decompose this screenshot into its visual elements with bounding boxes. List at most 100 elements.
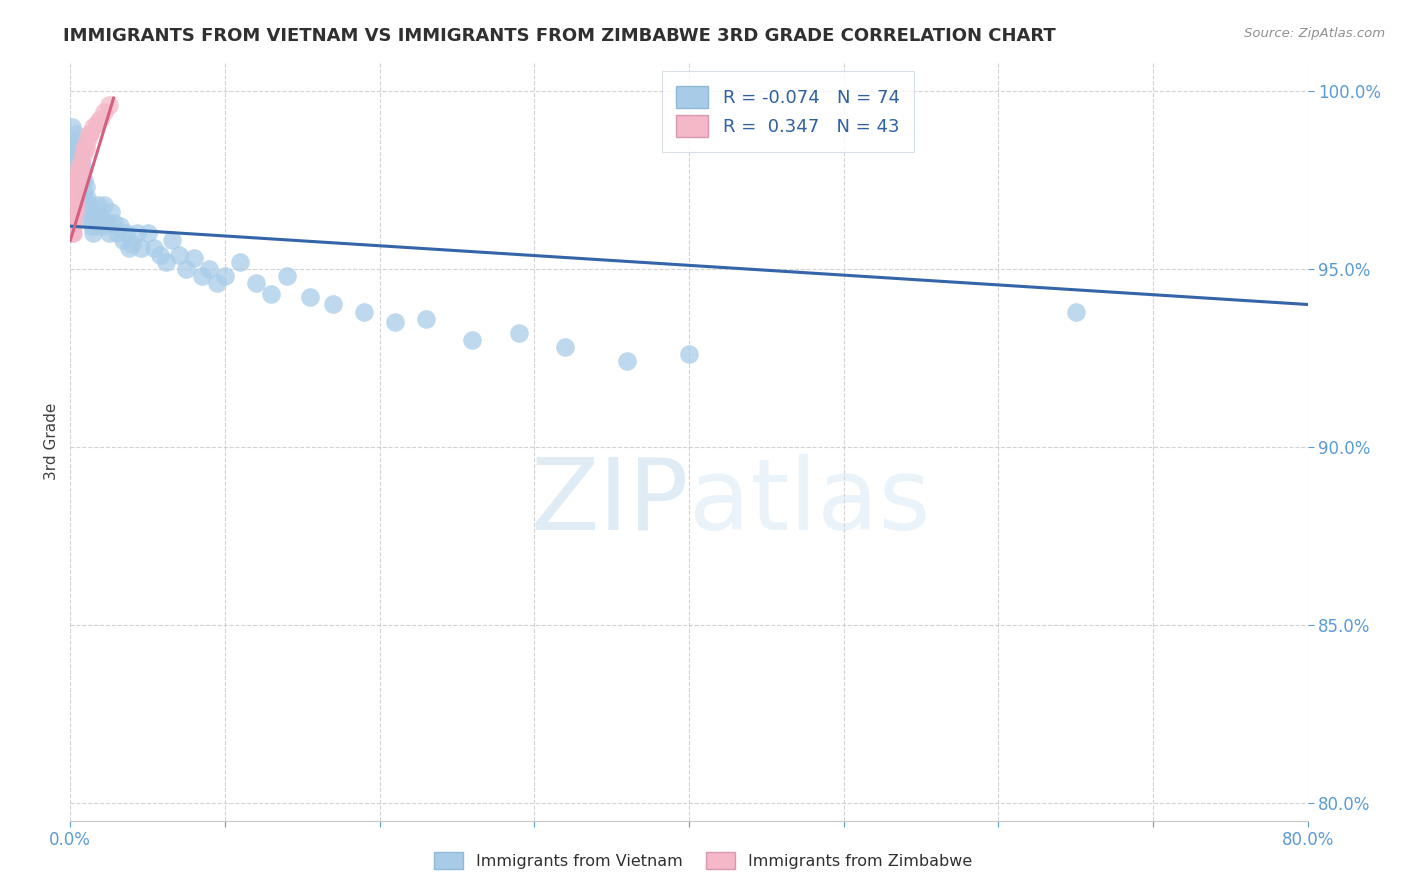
Point [89,112,111,127]
Point [63,198,86,212]
Point [276,268,298,283]
Point [65,134,87,148]
Point [103,216,125,230]
Point [70,155,93,169]
Point [60,120,83,134]
Point [461,333,484,347]
Point [75,180,97,194]
Point [108,219,131,234]
Point [86,116,108,130]
Point [72,148,94,162]
Point [67,173,90,187]
Point [77,127,100,141]
Point [245,276,267,290]
Point [96,216,118,230]
Point [63,205,86,219]
Point [63,159,86,173]
Point [60,194,83,209]
Point [105,227,128,241]
Point [63,127,86,141]
Point [65,187,87,202]
Point [69,162,91,177]
Point [60,227,83,241]
Point [149,247,172,261]
Point [93,105,115,120]
Point [1064,304,1087,318]
Point [63,184,86,198]
Point [73,141,96,155]
Text: Source: ZipAtlas.com: Source: ZipAtlas.com [1244,27,1385,40]
Point [162,234,184,248]
Point [229,254,252,268]
Point [82,120,105,134]
Legend: Immigrants from Vietnam, Immigrants from Zimbabwe: Immigrants from Vietnam, Immigrants from… [427,846,979,875]
Point [86,219,108,234]
Point [118,241,141,255]
Point [75,202,97,216]
Point [62,198,84,212]
Point [167,247,190,261]
Point [63,141,86,155]
Point [69,169,91,184]
Text: IMMIGRANTS FROM VIETNAM VS IMMIGRANTS FROM ZIMBABWE 3RD GRADE CORRELATION CHART: IMMIGRANTS FROM VIETNAM VS IMMIGRANTS FR… [63,27,1056,45]
Point [84,209,107,223]
Point [62,212,84,227]
Point [93,198,115,212]
Point [76,191,98,205]
Point [554,340,576,354]
Point [60,173,83,187]
Point [131,241,153,255]
Point [214,268,236,283]
Point [79,209,101,223]
Point [79,127,101,141]
Point [89,216,111,230]
Point [70,173,93,187]
Point [100,205,122,219]
Point [174,261,197,276]
Point [207,276,229,290]
Legend: R = -0.074   N = 74, R =  0.347   N = 43: R = -0.074 N = 74, R = 0.347 N = 43 [661,71,914,152]
Point [384,315,406,329]
Point [75,141,97,155]
Point [67,155,90,169]
Point [121,237,143,252]
Point [67,169,90,184]
Point [616,354,638,368]
Point [90,209,112,223]
Point [508,326,530,340]
Point [62,191,84,205]
Point [415,311,437,326]
Point [62,184,84,198]
Point [70,162,93,177]
Point [77,198,100,212]
Point [70,155,93,169]
Point [76,134,98,148]
Point [60,209,83,223]
Point [65,180,87,194]
Point [65,162,87,177]
Point [678,347,700,361]
Text: ZIP: ZIP [530,454,689,550]
Point [65,198,87,212]
Point [353,304,375,318]
Text: atlas: atlas [689,454,931,550]
Point [65,173,87,187]
Point [67,162,90,177]
Point [72,184,94,198]
Point [260,286,283,301]
Point [63,177,86,191]
Point [62,227,84,241]
Point [76,212,98,227]
Point [60,202,83,216]
Point [72,162,94,177]
Point [80,219,103,234]
Point [87,198,110,212]
Point [62,148,84,162]
Point [60,216,83,230]
Point [91,219,114,234]
Point [82,227,105,241]
Point [115,227,138,241]
Point [73,191,96,205]
Point [69,148,91,162]
Point [67,177,90,191]
